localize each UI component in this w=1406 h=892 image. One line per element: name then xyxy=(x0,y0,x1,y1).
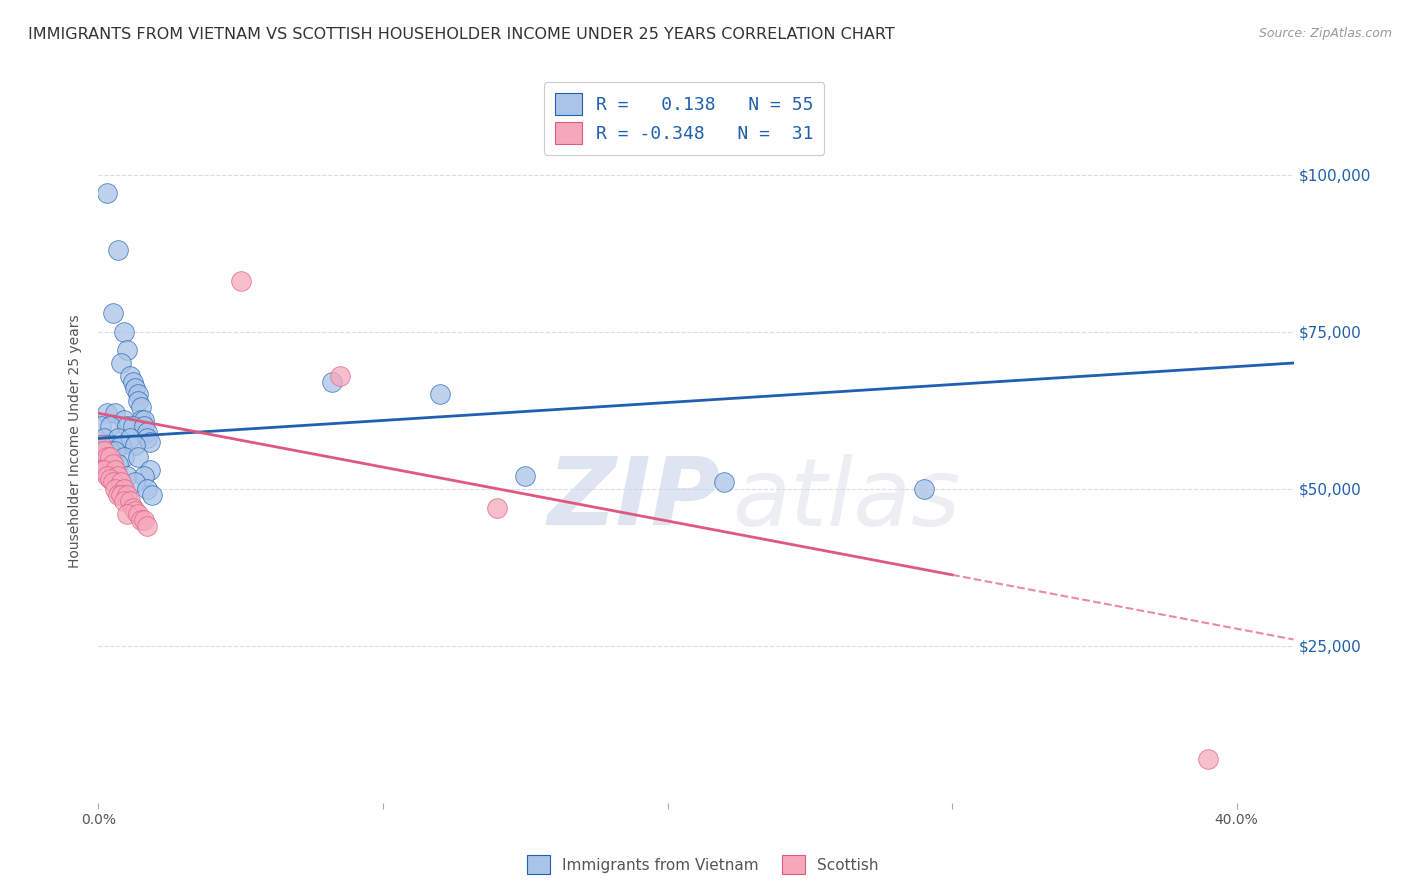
Point xyxy=(101,475,124,490)
Point xyxy=(485,500,508,515)
Point xyxy=(118,431,141,445)
Point xyxy=(118,368,141,383)
Point xyxy=(107,431,129,445)
Point xyxy=(121,418,143,433)
Point xyxy=(115,488,138,502)
Point xyxy=(107,457,129,471)
Point xyxy=(135,482,157,496)
Text: ZIP: ZIP xyxy=(547,453,720,545)
Point xyxy=(127,393,149,408)
Point xyxy=(115,469,138,483)
Point xyxy=(93,444,115,458)
Point xyxy=(90,438,112,452)
Point xyxy=(101,306,124,320)
Point xyxy=(138,434,160,449)
Point xyxy=(96,186,118,201)
Point xyxy=(110,356,132,370)
Point xyxy=(118,494,141,508)
Text: Source: ZipAtlas.com: Source: ZipAtlas.com xyxy=(1258,27,1392,40)
Point xyxy=(93,444,115,458)
Point xyxy=(121,500,143,515)
Point xyxy=(90,444,112,458)
Point xyxy=(90,438,112,452)
Point xyxy=(115,343,138,358)
Point xyxy=(112,325,135,339)
Point xyxy=(515,469,537,483)
Point xyxy=(127,450,149,465)
Point xyxy=(129,513,152,527)
Point xyxy=(132,469,155,483)
Point xyxy=(93,463,115,477)
Text: IMMIGRANTS FROM VIETNAM VS SCOTTISH HOUSEHOLDER INCOME UNDER 25 YEARS CORRELATIO: IMMIGRANTS FROM VIETNAM VS SCOTTISH HOUS… xyxy=(28,27,894,42)
Point xyxy=(107,488,129,502)
Point xyxy=(138,463,160,477)
Point xyxy=(135,431,157,445)
Point xyxy=(112,450,135,465)
Point xyxy=(132,412,155,426)
Point xyxy=(135,519,157,533)
Point xyxy=(121,375,143,389)
Point xyxy=(90,457,112,471)
Point xyxy=(110,475,132,490)
Point xyxy=(141,488,163,502)
Point xyxy=(98,469,121,483)
Point xyxy=(124,475,146,490)
Point xyxy=(112,412,135,426)
Legend: R =   0.138   N = 55, R = -0.348   N =  31: R = 0.138 N = 55, R = -0.348 N = 31 xyxy=(544,82,824,155)
Point xyxy=(107,469,129,483)
Point xyxy=(132,418,155,433)
Point xyxy=(96,469,118,483)
Point xyxy=(107,243,129,257)
Point xyxy=(127,507,149,521)
Point xyxy=(135,425,157,439)
Point xyxy=(713,475,735,490)
Y-axis label: Householder Income Under 25 years: Householder Income Under 25 years xyxy=(69,315,83,568)
Point xyxy=(429,387,451,401)
Point xyxy=(101,457,124,471)
Point xyxy=(98,418,121,433)
Point xyxy=(329,368,352,383)
Point xyxy=(96,457,118,471)
Point xyxy=(132,513,155,527)
Point xyxy=(321,375,343,389)
Point xyxy=(96,406,118,420)
Point xyxy=(104,444,127,458)
Point xyxy=(112,482,135,496)
Text: atlas: atlas xyxy=(733,454,960,545)
Point xyxy=(104,406,127,420)
Point xyxy=(96,450,118,465)
Point xyxy=(129,400,152,414)
Point xyxy=(93,463,115,477)
Point xyxy=(229,274,252,288)
Point xyxy=(912,482,935,496)
Point xyxy=(90,463,112,477)
Point xyxy=(115,418,138,433)
Point xyxy=(93,431,115,445)
Point xyxy=(127,387,149,401)
Point xyxy=(98,444,121,458)
Point xyxy=(104,482,127,496)
Point xyxy=(110,438,132,452)
Point xyxy=(112,494,135,508)
Point xyxy=(1197,752,1219,766)
Point xyxy=(124,381,146,395)
Point xyxy=(110,488,132,502)
Point xyxy=(124,503,146,517)
Legend: Immigrants from Vietnam, Scottish: Immigrants from Vietnam, Scottish xyxy=(522,849,884,880)
Point xyxy=(101,438,124,452)
Point xyxy=(98,450,121,465)
Point xyxy=(124,438,146,452)
Point xyxy=(96,438,118,452)
Point xyxy=(115,507,138,521)
Point xyxy=(129,412,152,426)
Point xyxy=(90,418,112,433)
Point xyxy=(98,472,121,486)
Point xyxy=(104,463,127,477)
